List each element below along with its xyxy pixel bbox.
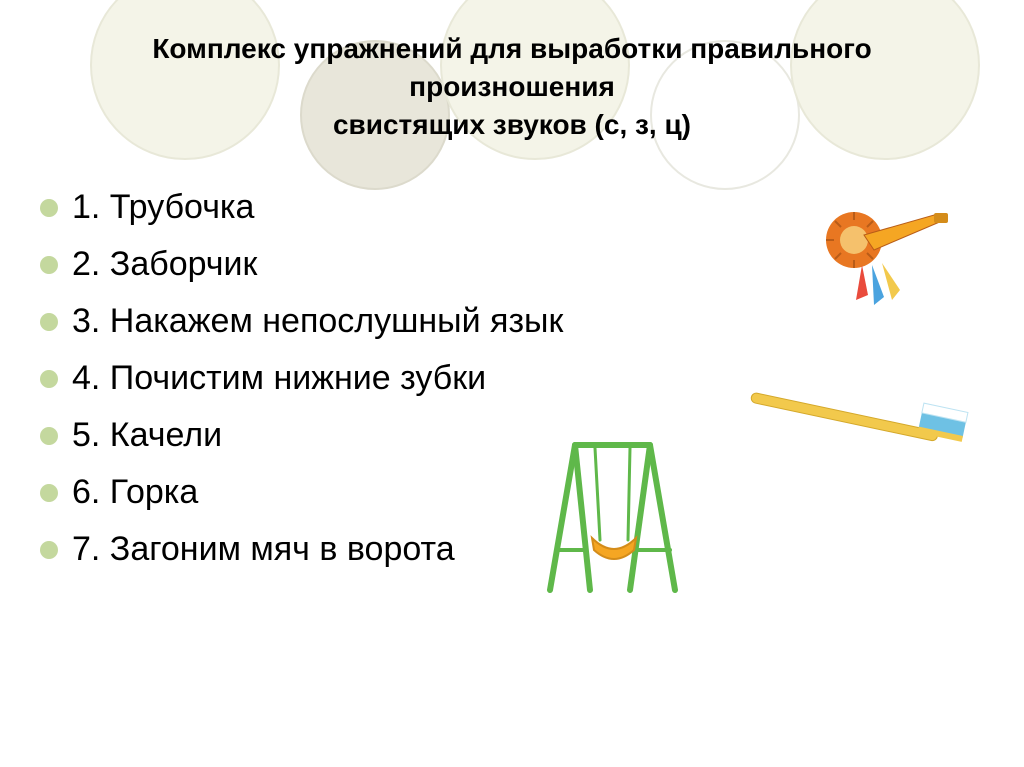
title-line-3: свистящих звуков (с, з, ц) — [0, 106, 1024, 144]
bullet-icon — [40, 199, 58, 217]
bullet-icon — [40, 313, 58, 331]
toothbrush-icon — [744, 380, 974, 460]
item-text: 1. Трубочка — [72, 188, 254, 227]
item-text: 3. Накажем непослушный язык — [72, 302, 563, 341]
page-title: Комплекс упражнений для выработки правил… — [0, 0, 1024, 143]
bullet-icon — [40, 256, 58, 274]
bullet-icon — [40, 427, 58, 445]
bullet-icon — [40, 370, 58, 388]
item-text: 4. Почистим нижние зубки — [72, 359, 486, 398]
item-text: 7. Загоним мяч в ворота — [72, 530, 455, 569]
swing-icon — [530, 430, 690, 600]
bullet-icon — [40, 541, 58, 559]
item-text: 5. Качели — [72, 416, 222, 455]
item-text: 6. Горка — [72, 473, 198, 512]
item-text: 2. Заборчик — [72, 245, 257, 284]
title-line-2: произношения — [0, 68, 1024, 106]
trumpet-icon — [824, 205, 954, 315]
bullet-icon — [40, 484, 58, 502]
title-line-1: Комплекс упражнений для выработки правил… — [0, 30, 1024, 68]
